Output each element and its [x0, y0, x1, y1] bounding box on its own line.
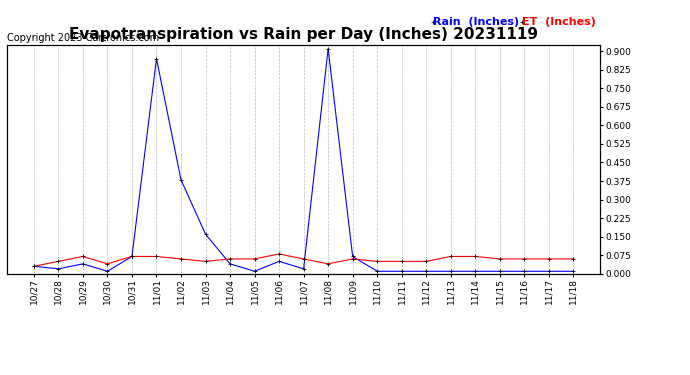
- Legend: Rain  (Inches), ET  (Inches): Rain (Inches), ET (Inches): [428, 13, 600, 32]
- Title: Evapotranspiration vs Rain per Day (Inches) 20231119: Evapotranspiration vs Rain per Day (Inch…: [69, 27, 538, 42]
- Text: Copyright 2023 Cartronics.com: Copyright 2023 Cartronics.com: [7, 33, 159, 43]
